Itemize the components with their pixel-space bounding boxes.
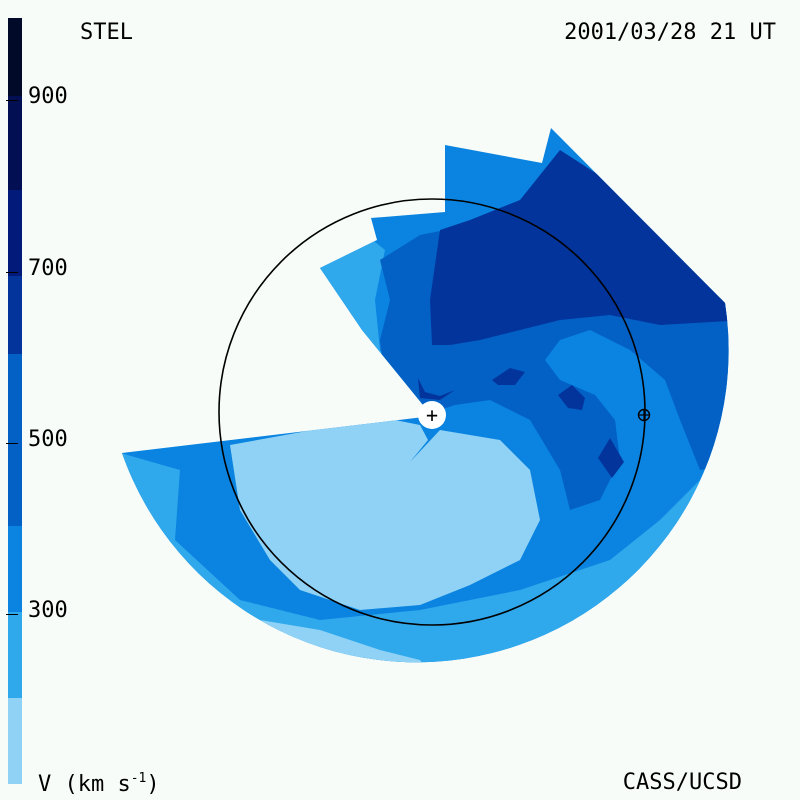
colorbar-band-400	[8, 526, 22, 612]
tick-label-700: 700	[28, 256, 68, 281]
colorbar-band-800	[8, 96, 22, 190]
sun-plus-symbol: +	[426, 403, 438, 427]
colorbar-band-200	[8, 698, 22, 784]
datetime-label: 2001/03/28 21 UT	[564, 20, 776, 45]
colorbar-band-300	[8, 612, 22, 698]
sun-marker	[418, 401, 446, 429]
band-600-region	[430, 150, 729, 345]
colorbar-band-600	[8, 276, 22, 354]
credit-label: CASS/UCSD	[622, 770, 742, 795]
tick-label-900: 900	[28, 84, 68, 109]
band-600-island-2	[558, 385, 585, 410]
tick-mark-700	[6, 272, 18, 273]
units-label: V (km s-1)	[38, 772, 160, 796]
units-exponent: -1	[130, 771, 147, 786]
band-600-island-3	[598, 438, 624, 478]
tick-label-500: 500	[28, 427, 68, 452]
band-300-region	[122, 450, 729, 663]
tick-mark-500	[6, 443, 18, 444]
earth-icon	[637, 408, 651, 422]
tick-mark-300	[6, 614, 18, 615]
units-close: )	[146, 772, 160, 797]
band-600-island-1	[492, 368, 525, 385]
observatory-label: STEL	[80, 20, 133, 45]
earth-orbit-circle	[218, 198, 646, 626]
band-600-island-4	[418, 378, 455, 400]
colorbar-band-500	[8, 354, 22, 526]
colorbar-band-900	[8, 18, 22, 96]
colorbar-band-700	[8, 190, 22, 276]
tick-label-300: 300	[28, 598, 68, 623]
tick-mark-900	[6, 100, 18, 101]
band-200-inner-region	[230, 420, 540, 610]
velocity-colorbar	[8, 18, 22, 784]
units-base: V (km s	[38, 772, 131, 797]
